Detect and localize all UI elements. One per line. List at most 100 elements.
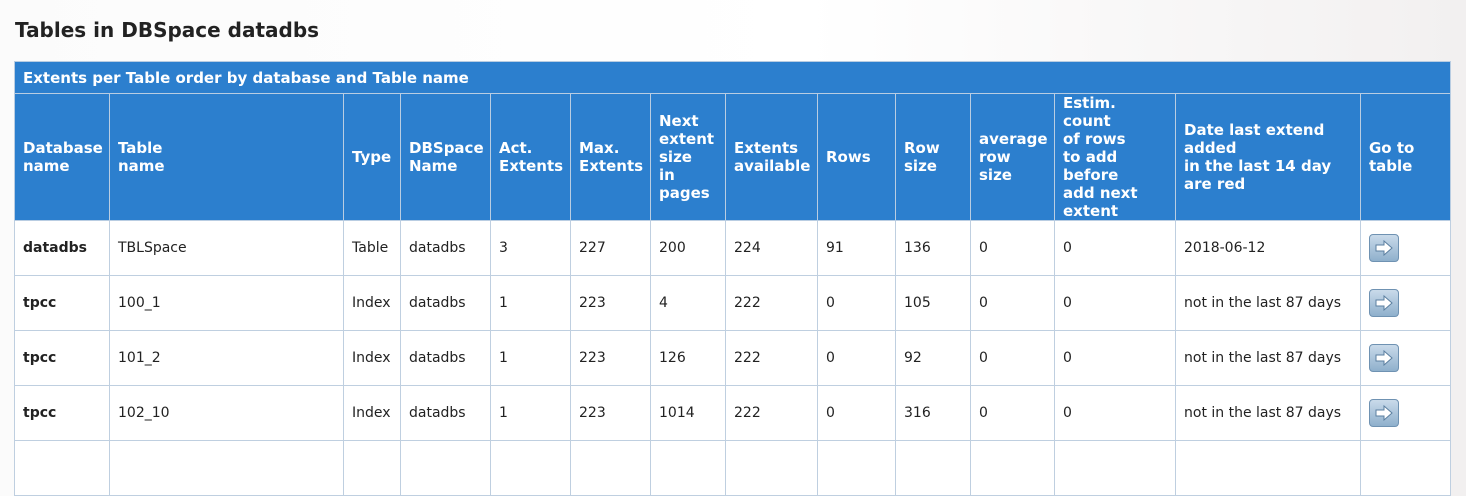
table-caption: Extents per Table order by database and …	[13, 61, 1452, 94]
column-header-act-extents: Act. Extents	[490, 93, 571, 221]
arrow-right-icon	[1374, 240, 1394, 256]
cell-estim-rows: 0	[1054, 275, 1176, 331]
cell-row-size: 92	[895, 330, 971, 386]
cell-act-extents: 1	[490, 275, 571, 331]
cell-avg-row-size: 0	[970, 385, 1055, 441]
cell-type: Index	[343, 385, 401, 441]
go-to-table-button[interactable]	[1369, 234, 1399, 262]
column-header-table: Table name	[109, 93, 344, 221]
cell-dbspace: datadbs	[400, 220, 491, 276]
cell-database: tpcc	[14, 385, 110, 441]
cell-max-extents: 223	[570, 385, 651, 441]
cell-max-extents: 227	[570, 220, 651, 276]
cell-avg-row-size: 0	[970, 275, 1055, 331]
cell-act-extents: 3	[490, 220, 571, 276]
go-to-table-button[interactable]	[1369, 399, 1399, 427]
cell-next-extent-size: 200	[650, 220, 726, 276]
column-header-date-last-extend: Date last extend added in the last 14 da…	[1175, 93, 1361, 221]
table-row	[14, 440, 1452, 496]
table-row: tpcc 102_10 Index datadbs 1 223 1014 222 0 316 0 0 n…	[14, 385, 1452, 441]
cell-go-to-table	[1359, 385, 1452, 441]
cell-date-last-extend: not in the last 87 days	[1175, 275, 1361, 331]
cell-date-last-extend	[1175, 440, 1361, 496]
cell-table	[109, 440, 344, 496]
cell-estim-rows: 0	[1054, 385, 1176, 441]
column-header-database: Database name	[14, 93, 110, 221]
cell-go-to-table	[1359, 220, 1452, 276]
cell-rows: 0	[817, 330, 896, 386]
cell-row-size: 316	[895, 385, 971, 441]
cell-table: 102_10	[109, 385, 344, 441]
cell-go-to-table	[1359, 330, 1452, 386]
arrow-right-icon	[1374, 295, 1394, 311]
cell-go-to-table	[1359, 275, 1452, 331]
cell-estim-rows: 0	[1054, 220, 1176, 276]
cell-extents-available: 224	[725, 220, 818, 276]
column-header-extents-available: Extents available	[725, 93, 818, 221]
column-header-dbspace: DBSpace Name	[400, 93, 491, 221]
column-header-avg-row-size: average row size	[970, 93, 1055, 221]
cell-database	[14, 440, 110, 496]
cell-type: Index	[343, 330, 401, 386]
cell-date-last-extend: not in the last 87 days	[1175, 330, 1361, 386]
cell-type: Index	[343, 275, 401, 331]
cell-rows: 0	[817, 275, 896, 331]
cell-max-extents	[570, 440, 651, 496]
cell-row-size: 136	[895, 220, 971, 276]
go-to-table-button[interactable]	[1369, 344, 1399, 372]
arrow-right-icon	[1374, 405, 1394, 421]
cell-dbspace: datadbs	[400, 385, 491, 441]
cell-next-extent-size: 1014	[650, 385, 726, 441]
cell-avg-row-size: 0	[970, 330, 1055, 386]
cell-avg-row-size	[970, 440, 1055, 496]
table-row: datadbs TBLSpace Table datadbs 3 227 200 224 91 1…	[14, 220, 1452, 276]
column-header-go-to-table: Go to table	[1359, 93, 1452, 221]
column-header-next-extent-size: Next extent size in pages	[650, 93, 726, 221]
cell-act-extents: 1	[490, 385, 571, 441]
cell-next-extent-size: 126	[650, 330, 726, 386]
column-header-max-extents: Max. Extents	[570, 93, 651, 221]
cell-table: 100_1	[109, 275, 344, 331]
cell-row-size	[895, 440, 971, 496]
cell-next-extent-size	[650, 440, 726, 496]
cell-next-extent-size: 4	[650, 275, 726, 331]
go-to-table-button[interactable]	[1369, 289, 1399, 317]
cell-type	[343, 440, 401, 496]
cell-max-extents: 223	[570, 330, 651, 386]
cell-dbspace: datadbs	[400, 330, 491, 386]
cell-database: tpcc	[14, 275, 110, 331]
cell-extents-available: 222	[725, 275, 818, 331]
cell-database: tpcc	[14, 330, 110, 386]
cell-rows: 0	[817, 385, 896, 441]
cell-act-extents: 1	[490, 330, 571, 386]
table-row: tpcc 101_2 Index datadbs 1 223 126 222 0 92 0 0 not …	[14, 330, 1452, 386]
column-header-row-size: Row size	[895, 93, 971, 221]
cell-extents-available: 222	[725, 330, 818, 386]
cell-rows: 91	[817, 220, 896, 276]
cell-dbspace: datadbs	[400, 275, 491, 331]
cell-avg-row-size: 0	[970, 220, 1055, 276]
cell-type: Table	[343, 220, 401, 276]
cell-extents-available	[725, 440, 818, 496]
cell-date-last-extend: not in the last 87 days	[1175, 385, 1361, 441]
cell-estim-rows	[1054, 440, 1176, 496]
cell-table: TBLSpace	[109, 220, 344, 276]
page-title: Tables in DBSpace datadbs	[15, 18, 320, 42]
cell-extents-available: 222	[725, 385, 818, 441]
column-header-rows: Rows	[817, 93, 896, 221]
cell-max-extents: 223	[570, 275, 651, 331]
cell-estim-rows: 0	[1054, 330, 1176, 386]
cell-table: 101_2	[109, 330, 344, 386]
cell-rows	[817, 440, 896, 496]
arrow-right-icon	[1374, 350, 1394, 366]
column-header-estim-rows: Estim. count of rows to add before add n…	[1054, 93, 1176, 221]
extents-table: Extents per Table order by database and …	[13, 61, 1452, 496]
cell-act-extents	[490, 440, 571, 496]
column-header-type: Type	[343, 93, 401, 221]
cell-dbspace	[400, 440, 491, 496]
cell-row-size: 105	[895, 275, 971, 331]
cell-database: datadbs	[14, 220, 110, 276]
table-row: tpcc 100_1 Index datadbs 1 223 4 222 0 105 0 0 not i…	[14, 275, 1452, 331]
cell-go-to-table	[1359, 440, 1452, 496]
cell-date-last-extend: 2018-06-12	[1175, 220, 1361, 276]
